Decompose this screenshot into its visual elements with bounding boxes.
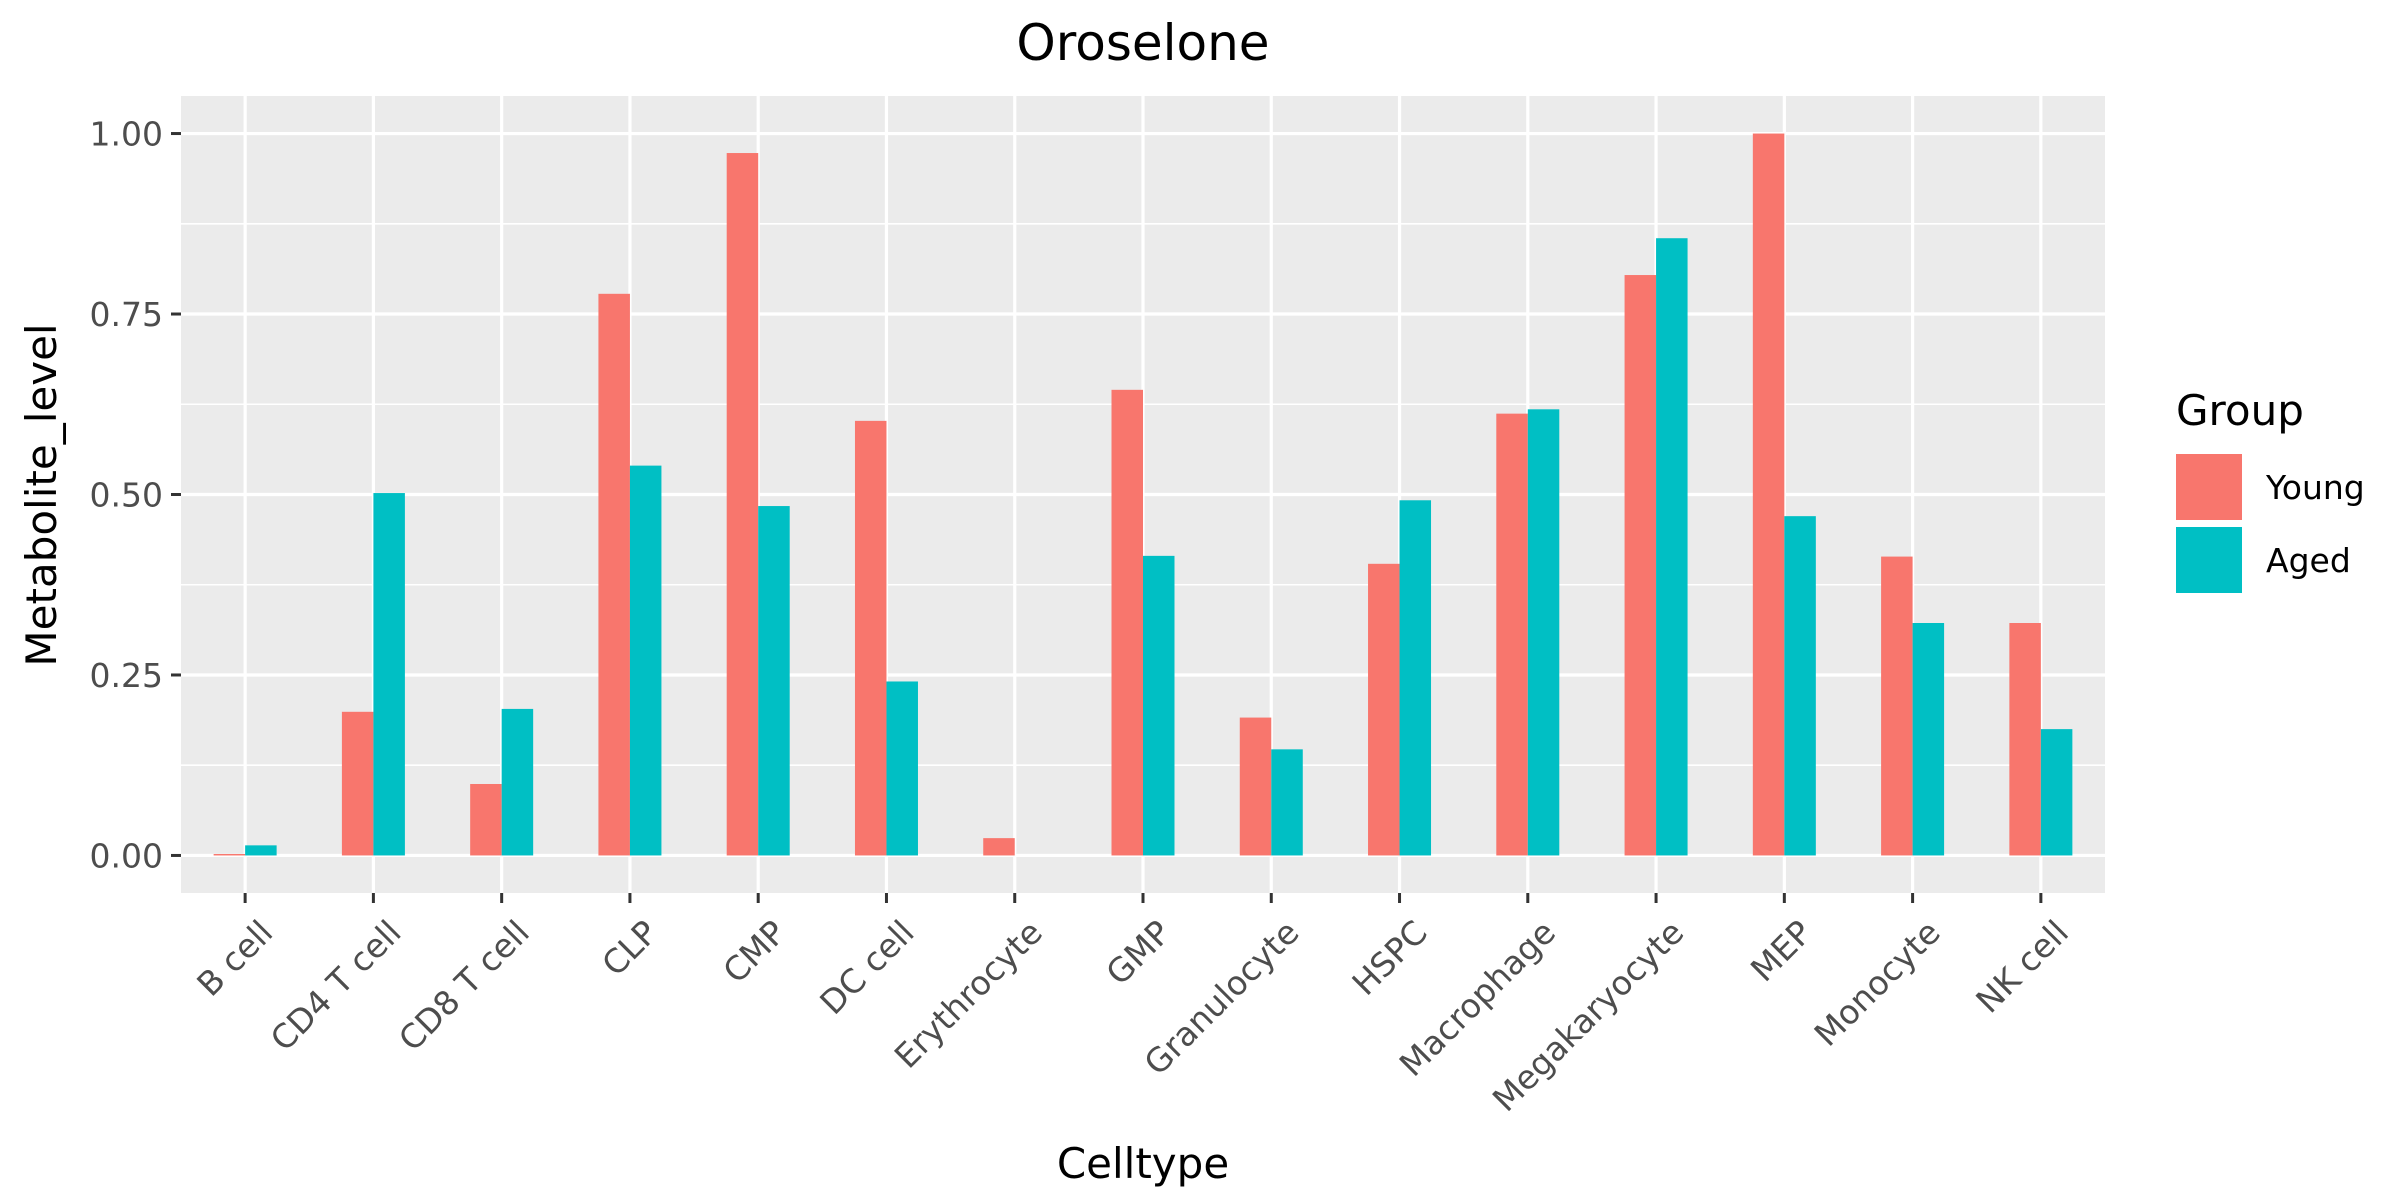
bar-young-macrophage: [1496, 413, 1528, 856]
bar-aged-cd4-t-cell: [373, 493, 405, 856]
y-axis: 0.00 0.25 0.50 0.75 1.00: [90, 115, 181, 875]
y-tick-label: 0.25: [90, 656, 163, 695]
x-tick-label: HSPC: [1344, 913, 1434, 1003]
x-tick-label: NK cell: [1968, 913, 2076, 1021]
x-tick-label: Monocyte: [1807, 913, 1948, 1054]
legend-title: Group: [2176, 386, 2304, 435]
y-axis-title: Metabolite_level: [17, 323, 66, 666]
bar-young-granulocyte: [1239, 717, 1272, 856]
bar-young-nk-cell: [2009, 623, 2041, 856]
legend-key-young: [2176, 454, 2242, 520]
y-tick-label: 1.00: [90, 115, 163, 154]
bar-young-b-cell: [213, 854, 246, 856]
x-tick-label: GMP: [1098, 913, 1178, 993]
bar-aged-cd8-t-cell: [501, 708, 534, 856]
bars-group: [213, 133, 2073, 856]
y-tick-label: 0.50: [90, 476, 163, 515]
bar-young-megakaryocyte: [1624, 275, 1657, 856]
legend-key-aged: [2176, 527, 2242, 593]
legend-label-young: Young: [2265, 468, 2365, 507]
bar-aged-clp: [629, 465, 662, 856]
x-tick-label: DC cell: [812, 913, 921, 1022]
legend: Group Young Aged: [2176, 386, 2365, 593]
bar-aged-mep: [1784, 516, 1816, 856]
y-tick-label: 0.75: [90, 295, 163, 334]
x-tick-label: CLP: [594, 913, 665, 984]
bar-aged-gmp: [1143, 555, 1175, 856]
bar-young-hspc: [1368, 563, 1400, 856]
bar-young-cd4-t-cell: [341, 711, 374, 856]
bar-aged-megakaryocyte: [1656, 238, 1688, 856]
x-axis-title: Celltype: [1057, 1139, 1229, 1188]
x-tick-label: CMP: [715, 913, 793, 991]
chart-title: Oroselone: [1016, 14, 1269, 72]
bar-young-cd8-t-cell: [470, 783, 502, 856]
bar-young-erythrocyte: [983, 838, 1015, 856]
legend-label-aged: Aged: [2266, 541, 2351, 580]
bar-young-clp: [598, 293, 630, 856]
bar-young-cmp: [726, 153, 759, 856]
bar-aged-nk-cell: [2040, 729, 2073, 856]
bar-aged-granulocyte: [1271, 749, 1303, 856]
bar-aged-cmp: [758, 506, 790, 856]
x-tick-label: MEP: [1743, 913, 1820, 990]
bar-aged-b-cell: [245, 845, 277, 856]
x-tick-label: CD4 T cell: [263, 913, 409, 1059]
bar-aged-macrophage: [1527, 409, 1560, 856]
bar-aged-monocyte: [1912, 623, 1945, 856]
bar-young-monocyte: [1881, 556, 1913, 856]
bar-aged-hspc: [1399, 500, 1432, 856]
bar-young-dc-cell: [854, 420, 887, 856]
y-tick-label: 0.00: [90, 836, 163, 875]
x-tick-label: B cell: [189, 913, 280, 1004]
bar-young-gmp: [1111, 389, 1143, 856]
bar-aged-dc-cell: [886, 681, 918, 856]
x-tick-label: CD8 T cell: [391, 913, 537, 1059]
bar-young-mep: [1752, 133, 1785, 856]
